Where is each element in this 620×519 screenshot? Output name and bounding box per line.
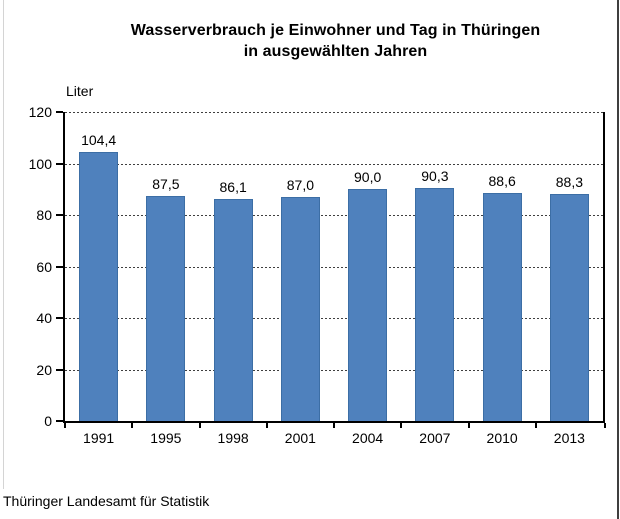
value-label-1991: 104,4 (81, 132, 117, 149)
y-axis-tick-label-40: 40 (36, 310, 52, 326)
y-axis-tick-mark-0 (56, 420, 63, 422)
x-axis-tick-mark-3 (265, 423, 268, 428)
bar-1998 (213, 199, 253, 421)
value-label-2013: 88,3 (555, 173, 583, 190)
value-label-2010: 88,6 (488, 172, 516, 189)
x-axis-label-2004: 2004 (352, 430, 384, 446)
bar-2004 (348, 189, 388, 421)
y-axis-tick-label-120: 120 (28, 104, 52, 120)
x-axis-label-2010: 2010 (486, 430, 518, 446)
x-axis-tick-mark-0 (64, 423, 66, 428)
bar-2010 (482, 192, 522, 421)
gridline-100 (65, 163, 603, 165)
value-label-1998: 86,1 (219, 179, 247, 196)
chart-title: Wasserverbrauch je Einwohner und Tag in … (54, 20, 617, 62)
chart-title-line2: in ausgewählten Jahren (243, 43, 428, 60)
bar-1991 (79, 152, 119, 421)
x-axis-label-1998: 1998 (217, 430, 249, 446)
right-border-line (617, 0, 619, 519)
y-axis-tick-label-20: 20 (36, 361, 52, 378)
plot-area: 104,4 87,5 86,1 87,0 90,0 90,3 88,6 88,3 (63, 112, 605, 423)
left-border-line (3, 0, 4, 489)
value-label-2004: 90,0 (354, 169, 382, 186)
value-label-2007: 90,3 (421, 168, 449, 185)
gridline-80 (65, 215, 603, 216)
x-axis-label-2007: 2007 (419, 430, 451, 446)
value-label-2001: 87,0 (286, 176, 314, 193)
y-axis-tick-mark-20 (56, 368, 63, 371)
bar-2007 (415, 188, 455, 421)
y-axis-tick-label-0: 0 (44, 413, 52, 429)
x-axis-label-1995: 1995 (150, 430, 182, 446)
y-axis-tick-label-100: 100 (28, 155, 52, 172)
x-axis-tick-mark-1 (131, 423, 134, 428)
y-axis-tick-mark-100 (56, 162, 63, 165)
x-axis-tick-mark-2 (198, 423, 201, 428)
gridline-20 (65, 369, 603, 371)
y-axis-tick-label-60: 60 (36, 258, 52, 275)
source-attribution: Thüringer Landesamt für Statistik (3, 493, 210, 509)
y-axis-tick-mark-80 (56, 214, 63, 216)
bar-2001 (280, 196, 320, 421)
x-axis-tick-mark-7 (534, 423, 537, 428)
value-label-1995: 87,5 (152, 175, 180, 192)
x-axis-tick-mark-6 (467, 423, 470, 428)
gridline-40 (65, 318, 603, 319)
y-axis-tick-label-80: 80 (36, 207, 52, 223)
bar-2013 (549, 193, 589, 421)
y-axis-tick-mark-60 (56, 265, 63, 268)
x-axis-tick-mark-4 (333, 423, 335, 428)
x-axis-tick-mark-8 (604, 423, 606, 428)
gridline-60 (65, 266, 603, 268)
x-axis-label-1991: 1991 (83, 430, 115, 446)
bar-1995 (146, 195, 186, 421)
y-axis-tick-mark-40 (56, 317, 63, 319)
y-axis-tick-mark-120 (56, 111, 63, 113)
chart-title-line1: Wasserverbrauch je Einwohner und Tag in … (130, 22, 541, 39)
x-axis-label-2001: 2001 (284, 430, 316, 446)
x-axis-label-2013: 2013 (553, 430, 585, 446)
y-axis-unit-label: Liter (66, 83, 94, 99)
gridline-120 (65, 112, 603, 113)
x-axis-tick-mark-5 (400, 423, 403, 428)
